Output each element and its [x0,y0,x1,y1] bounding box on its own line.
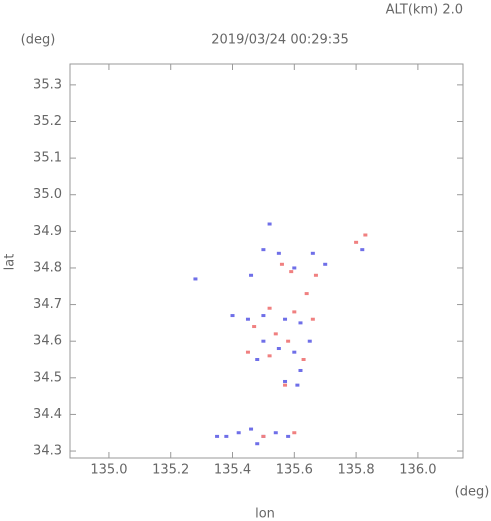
radar-echo [304,292,309,296]
x-unit: (deg) [455,485,490,500]
y-unit: (deg) [21,33,56,48]
radar-echo [249,427,254,431]
radar-echo [252,325,257,329]
radar-echo [295,383,300,387]
radar-echo [236,431,241,435]
y-tick-label: 35.3 [33,77,62,92]
x-tick-label: 135.6 [276,463,313,478]
radar-echo [289,270,294,274]
y-tick-label: 34.9 [33,224,62,239]
radar-echo [310,251,315,255]
radar-echo [286,339,291,343]
radar-echo [261,248,266,252]
radar-echo [273,332,278,336]
radar-echo [261,339,266,343]
radar-echo [363,233,368,237]
y-tick-label: 34.8 [33,260,62,275]
y-tick-label: 34.6 [33,334,62,349]
radar-echo [224,434,229,438]
radar-echo [360,248,365,252]
chart-title: 2019/03/24 00:29:35 [211,33,348,48]
radar-echo [310,317,315,321]
radar-echo [261,314,266,318]
radar-echo [307,339,312,343]
radar-echo [193,277,198,281]
radar-echo [283,383,288,387]
radar-echo [267,222,272,226]
radar-echo [273,431,278,435]
radar-echo [267,354,272,358]
x-tick-label: 135.8 [337,463,374,478]
y-axis-label: lat [3,254,18,271]
y-tick-label: 35.0 [33,187,62,202]
radar-echo [323,262,328,266]
radar-echo [276,347,281,351]
radar-echo [298,368,303,372]
radar-echo [301,358,306,361]
y-tick-label: 34.7 [33,297,62,312]
y-tick-label: 34.4 [33,407,62,422]
radar-echo [286,434,291,438]
radar-echo [255,358,260,361]
plot-frame [69,63,464,459]
radar-echo [255,442,260,446]
y-tick-label: 35.2 [33,114,62,129]
radar-echo [354,240,359,244]
x-tick-label: 136.0 [399,463,436,478]
radar-echo [276,251,281,255]
radar-echo [249,273,254,277]
radar-echo [283,379,288,383]
radar-echo [279,262,284,266]
x-tick-label: 135.4 [214,463,251,478]
x-tick-label: 135.2 [152,463,189,478]
radar-echo [215,434,220,438]
radar-echo [261,434,266,438]
y-tick-label: 35.1 [33,151,62,166]
y-tick-label: 34.3 [33,444,62,459]
radar-echo [292,431,297,435]
radar-echo [313,273,318,277]
radar-echo [267,306,272,310]
radar-echo [230,314,235,318]
radar-echo [292,266,297,270]
radar-echo [298,321,303,325]
altitude-label: ALT(km) 2.0 [386,3,463,18]
y-tick-label: 34.5 [33,370,62,385]
radar-echo [283,317,288,321]
radar-echo [292,310,297,314]
radar-echo [292,350,297,354]
x-tick-label: 135.0 [90,463,127,478]
radar-echo [245,317,250,321]
x-axis-label: lon [255,507,275,521]
radar-echo [245,350,250,354]
